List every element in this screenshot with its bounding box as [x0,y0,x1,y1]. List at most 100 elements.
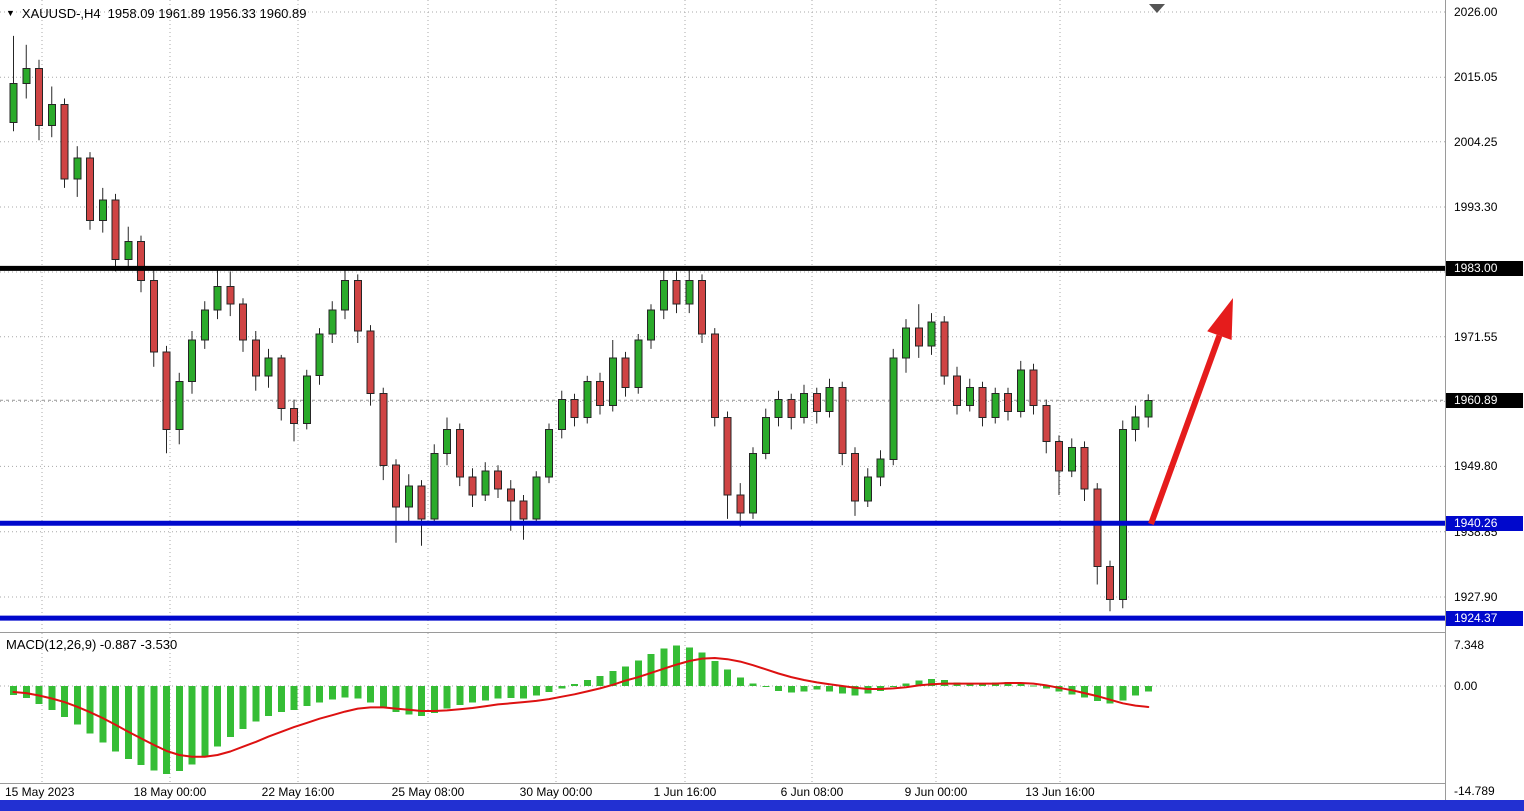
candle [940,316,949,385]
candle [596,372,604,415]
trend-arrow-shaft[interactable] [1148,334,1223,526]
candle [570,393,579,427]
panel-separator[interactable] [0,783,1524,784]
bull-candle-body [991,393,1000,419]
candle [953,366,961,415]
macd-indicator-canvas[interactable] [0,633,1445,783]
bull-candle-body [545,428,553,478]
candle [188,331,196,394]
macd-scale-label: 7.348 [1454,638,1485,652]
macd-histogram-bar [175,686,183,772]
macd-histogram-bar [1030,685,1037,687]
bull-candle-body [800,393,808,419]
bear-candle-body [787,399,796,419]
bear-candle-body [455,428,464,478]
macd-histogram-bar [354,686,362,699]
macd-histogram-bar [1017,683,1025,686]
time-label: 25 May 08:00 [391,785,465,799]
bull-candle-body [647,309,655,341]
macd-histogram-bar [163,686,170,774]
panel-separator[interactable] [0,632,1524,633]
chart-shift-marker[interactable] [1149,4,1165,13]
bull-candle-body [749,452,757,514]
macd-histogram-bar [86,686,94,734]
candle [111,193,120,272]
bull-candle-body [659,279,668,311]
macd-histogram-bar [201,686,209,757]
bear-candle-body [162,351,171,430]
candle [532,471,541,525]
price-axis-label: 2026.00 [1454,5,1498,19]
macd-histogram-bar [571,684,578,686]
macd-histogram-bar [150,686,158,771]
macd-histogram-bar [889,686,897,688]
price-axis[interactable]: 2026.00 2015.05 2004.25 1993.30 1971.55 1949.… [1446,0,1524,800]
macd-histogram-bar [1042,686,1050,689]
candle [1055,435,1063,495]
macd-histogram-bar [392,686,400,713]
candle [137,235,145,293]
bull-candle-body [1131,416,1140,430]
candle [774,390,783,427]
candle [353,274,362,343]
macd-histogram-bar [1093,686,1101,701]
macd-histogram-bar [813,686,821,690]
bear-candle-body [978,387,987,419]
bear-candle-body [710,333,719,418]
candle [264,348,273,388]
bull-candle-body [430,452,439,520]
candle [1016,360,1025,418]
time-label: 13 Jun 16:00 [1025,785,1095,799]
bear-candle-body [353,279,362,332]
candle [1004,387,1012,421]
bull-candle-body [1118,428,1127,600]
candle [86,152,94,230]
candle [749,447,757,519]
bull-candle-body [9,83,18,123]
macd-histogram-bar [838,686,846,694]
candle [557,390,566,439]
price-chart-canvas[interactable] [0,0,1445,632]
candle [800,384,808,424]
bull-candle-body [124,241,133,261]
macd-histogram-bar [724,669,731,686]
macd-histogram-bar [902,683,910,686]
trend-arrow[interactable] [1148,298,1233,526]
price-axis-label: 2004.25 [1454,134,1498,149]
bull-candle-body [889,357,898,460]
time-axis[interactable]: 15 May 2023 18 May 00:00 22 May 16:00 25 Ma… [0,784,1445,800]
time-label: 30 May 00:00 [519,785,593,799]
bottom-taskbar[interactable] [0,800,1524,811]
candle [812,387,821,424]
candle [430,444,439,525]
candle [417,480,426,546]
bear-candle-body [519,500,528,520]
bull-candle-body [200,309,209,341]
macd-histogram-bar [367,686,374,703]
bear-candle-body [379,393,388,466]
macd-histogram-bar [532,686,540,696]
price-tag-1940.26: 1940.26 [1446,515,1523,531]
macd-histogram-bar [379,686,387,708]
candle [1106,560,1114,612]
macd-histogram-bar [137,686,145,766]
bear-candle-body [914,327,923,347]
bull-candle-body [1144,399,1153,418]
bear-candle-body [494,470,502,490]
macd-histogram-bar [328,686,336,700]
candle [787,393,796,430]
macd-histogram-bar [99,686,107,743]
trend-arrow-head[interactable] [1207,298,1233,340]
candle [404,474,413,522]
candle [162,345,171,454]
candle [825,378,834,418]
candle [889,348,898,466]
bull-candle-body [965,387,974,407]
macd-histogram-bar [277,686,285,713]
bear-candle-body [366,330,375,395]
bear-candle-body [35,68,43,126]
candle [876,450,885,487]
macd-histogram-bar [915,680,923,686]
macd-histogram-bar [609,671,617,686]
